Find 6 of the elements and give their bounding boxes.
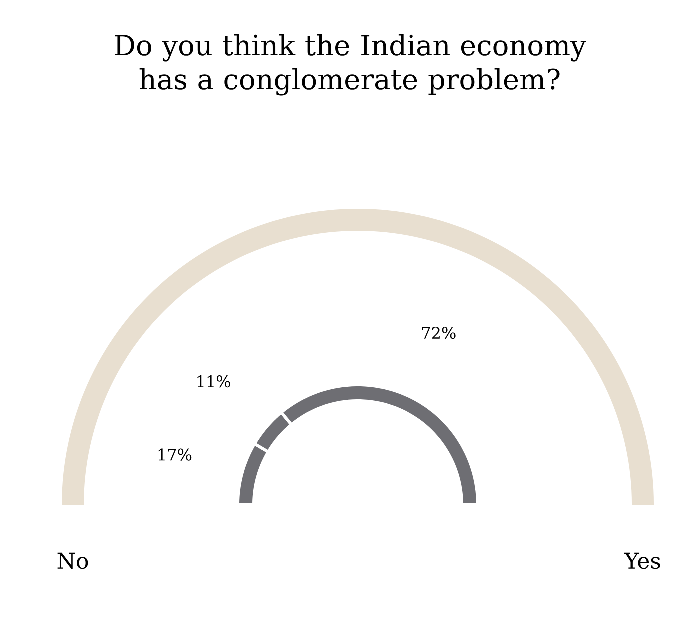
data-label: 17% (158, 448, 192, 461)
chart-title: Do you think the Indian economy has a conglomerate problem? (115, 34, 586, 96)
data-label: 11% (198, 376, 230, 388)
text: Yes (624, 552, 660, 570)
data-label: 72% (422, 327, 456, 340)
text: No (58, 552, 88, 570)
